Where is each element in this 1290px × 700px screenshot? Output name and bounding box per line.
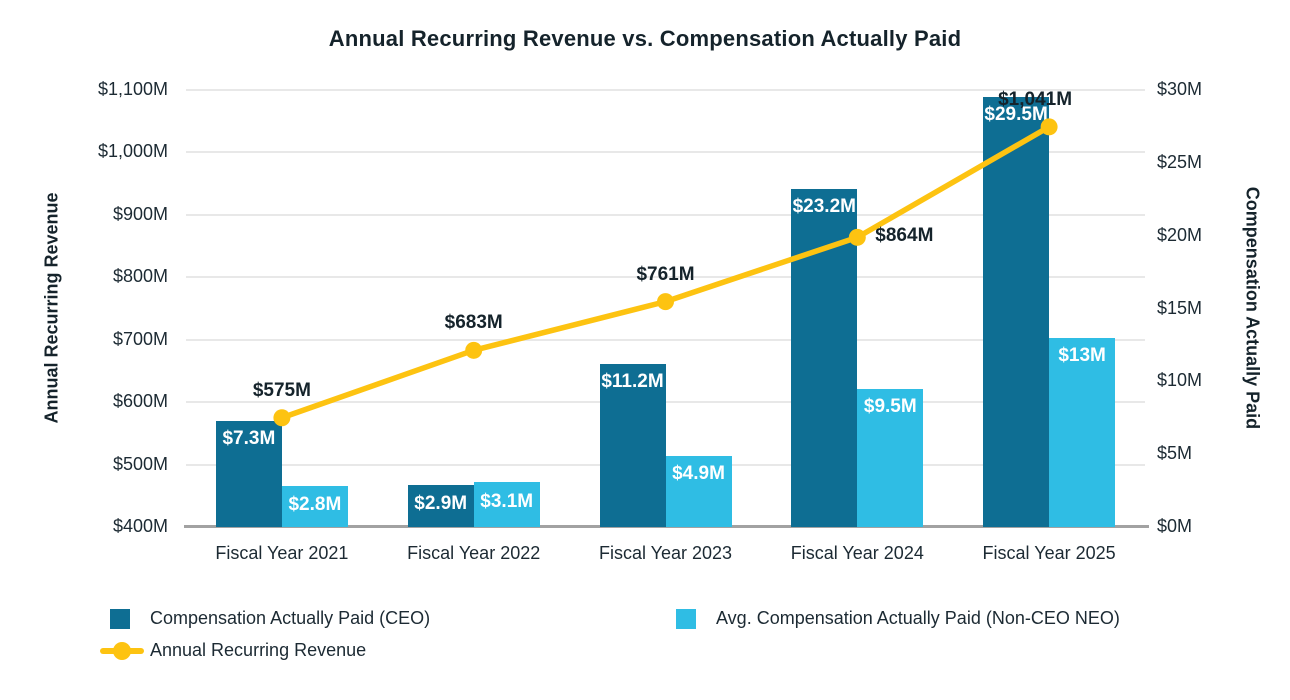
- legend-label-cap-ceo: Compensation Actually Paid (CEO): [150, 608, 431, 628]
- left-axis-tick-label: $800M: [112, 266, 168, 287]
- arr-value-label: $1,041M: [998, 88, 1073, 110]
- bar-value-label: $3.1M: [480, 491, 534, 513]
- left-axis-tick-label: $900M: [112, 203, 168, 224]
- right-axis-tick-label: $25M: [1157, 151, 1203, 172]
- neo-series-swatch-icon: [676, 608, 696, 629]
- bar-value-label: $23.2M: [792, 196, 856, 218]
- neo-cap-bar: [473, 481, 540, 527]
- arr-value-label: $575M: [252, 379, 311, 401]
- bar-value-label: $2.8M: [288, 493, 342, 515]
- right-axis-tick-label: $10M: [1157, 370, 1203, 391]
- gridline: [186, 89, 1145, 91]
- x-axis-category-label: Fiscal Year 2021: [215, 543, 349, 563]
- right-axis-tick-label: $15M: [1157, 297, 1203, 318]
- left-axis-title: Annual Recurring Revenue: [41, 192, 62, 424]
- arr-data-point: [657, 293, 674, 311]
- legend-item-arr: Annual Recurring Revenue: [100, 640, 366, 661]
- left-axis-tick-label: $400M: [112, 516, 168, 536]
- right-axis-tick-label: $5M: [1157, 443, 1193, 464]
- bar-value-label: $4.9M: [672, 462, 725, 484]
- bar-value-label: $29.5M: [984, 104, 1048, 126]
- bar-value-label: $7.3M: [222, 427, 276, 449]
- x-axis-category-label: Fiscal Year 2022: [407, 543, 541, 563]
- neo-cap-bar: [665, 455, 732, 527]
- legend-item-cap-neo: Avg. Compensation Actually Paid (Non-CEO…: [676, 608, 1120, 629]
- arr-data-point: [465, 341, 483, 359]
- ceo-series-swatch-icon: [110, 608, 130, 629]
- bar-value-label: $11.2M: [601, 370, 664, 392]
- bar-value-label: $2.9M: [414, 492, 468, 514]
- left-axis-tick-label: $700M: [112, 328, 168, 349]
- left-axis-tick-label: $1,100M: [97, 79, 168, 99]
- right-axis-tick-label: $30M: [1157, 79, 1203, 99]
- arr-value-label: $864M: [875, 225, 934, 247]
- bar-value-label: $9.5M: [863, 395, 917, 417]
- ceo-cap-bar: [215, 420, 282, 527]
- right-axis-tick-label: $20M: [1157, 224, 1203, 245]
- legend-label-cap-neo: Avg. Compensation Actually Paid (Non-CEO…: [716, 608, 1120, 628]
- arr-line-marker-icon: [100, 641, 144, 661]
- left-axis-tick-label: $500M: [112, 453, 168, 474]
- chart-title: Annual Recurring Revenue vs. Compensatio…: [328, 26, 962, 51]
- x-axis-category-label: Fiscal Year 2025: [982, 543, 1116, 563]
- legend-label-arr: Annual Recurring Revenue: [150, 640, 367, 660]
- right-axis-title: Compensation Actually Paid: [1242, 186, 1263, 430]
- ceo-cap-bar: [407, 484, 474, 527]
- left-axis-tick-label: $600M: [112, 391, 168, 412]
- neo-cap-bar: [281, 486, 348, 527]
- x-axis-category-label: Fiscal Year 2023: [598, 543, 733, 563]
- ceo-cap-bar: [791, 189, 858, 527]
- legend-item-cap-ceo: Compensation Actually Paid (CEO): [110, 608, 430, 629]
- bar-value-label: $13M: [1058, 344, 1106, 366]
- arr-value-label: $761M: [636, 263, 695, 285]
- arr-value-label: $683M: [444, 312, 503, 334]
- right-axis-tick-label: $0M: [1157, 516, 1193, 536]
- neo-cap-bar: [1049, 337, 1116, 527]
- ceo-cap-bar: [983, 97, 1050, 527]
- x-axis-category-label: Fiscal Year 2024: [790, 543, 924, 563]
- left-axis-tick-label: $1,000M: [97, 141, 168, 162]
